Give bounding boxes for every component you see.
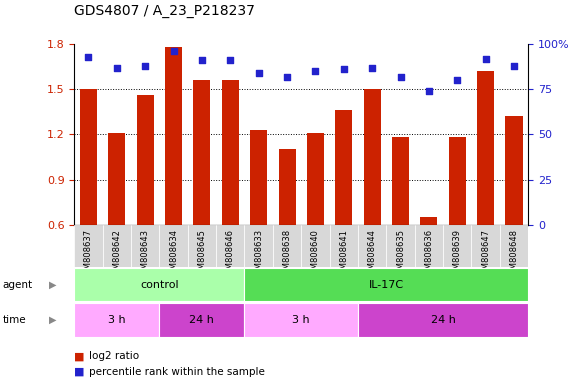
Bar bbox=[420, 217, 437, 225]
Text: ■: ■ bbox=[74, 351, 85, 361]
Text: GSM808642: GSM808642 bbox=[112, 229, 121, 280]
Bar bbox=[74, 303, 159, 337]
Bar bbox=[108, 133, 125, 225]
Point bbox=[509, 63, 518, 69]
Bar bbox=[505, 116, 522, 225]
Point bbox=[283, 74, 292, 80]
Bar bbox=[443, 225, 472, 267]
Bar bbox=[216, 225, 244, 267]
Bar bbox=[74, 268, 244, 301]
Text: percentile rank within the sample: percentile rank within the sample bbox=[89, 367, 264, 377]
Text: GSM808637: GSM808637 bbox=[84, 229, 93, 280]
Text: ■: ■ bbox=[74, 367, 85, 377]
Point bbox=[84, 54, 93, 60]
Text: GDS4807 / A_23_P218237: GDS4807 / A_23_P218237 bbox=[74, 4, 255, 18]
Text: GSM808633: GSM808633 bbox=[254, 229, 263, 280]
Text: 3 h: 3 h bbox=[108, 315, 126, 325]
Point bbox=[453, 77, 462, 83]
Point bbox=[254, 70, 263, 76]
Text: GSM808644: GSM808644 bbox=[368, 229, 377, 280]
Text: GSM808647: GSM808647 bbox=[481, 229, 490, 280]
Text: IL-17C: IL-17C bbox=[369, 280, 404, 290]
Bar bbox=[250, 130, 267, 225]
Text: GSM808641: GSM808641 bbox=[339, 229, 348, 280]
Text: log2 ratio: log2 ratio bbox=[89, 351, 139, 361]
Bar bbox=[472, 225, 500, 267]
Bar bbox=[307, 133, 324, 225]
Bar bbox=[329, 225, 358, 267]
Bar bbox=[477, 71, 494, 225]
Bar bbox=[364, 89, 381, 225]
Bar bbox=[500, 225, 528, 267]
Bar bbox=[449, 137, 466, 225]
Text: ▶: ▶ bbox=[49, 315, 56, 325]
Point bbox=[368, 65, 377, 71]
Text: ▶: ▶ bbox=[49, 280, 56, 290]
Bar bbox=[74, 225, 103, 267]
Bar bbox=[244, 225, 273, 267]
Text: GSM808636: GSM808636 bbox=[424, 229, 433, 280]
Point bbox=[339, 66, 348, 73]
Text: GSM808646: GSM808646 bbox=[226, 229, 235, 280]
Point bbox=[112, 65, 122, 71]
Text: GSM808645: GSM808645 bbox=[198, 229, 206, 280]
Point bbox=[169, 48, 178, 55]
Bar bbox=[188, 225, 216, 267]
Bar bbox=[159, 303, 244, 337]
Bar bbox=[301, 225, 329, 267]
Bar bbox=[103, 225, 131, 267]
Text: GSM808635: GSM808635 bbox=[396, 229, 405, 280]
Bar bbox=[244, 268, 528, 301]
Text: 3 h: 3 h bbox=[292, 315, 310, 325]
Point bbox=[226, 57, 235, 63]
Text: GSM808640: GSM808640 bbox=[311, 229, 320, 280]
Point bbox=[396, 74, 405, 80]
Text: GSM808639: GSM808639 bbox=[453, 229, 462, 280]
Bar bbox=[194, 80, 211, 225]
Bar bbox=[136, 95, 154, 225]
Point bbox=[311, 68, 320, 74]
Bar bbox=[358, 303, 528, 337]
Text: GSM808648: GSM808648 bbox=[509, 229, 518, 280]
Bar bbox=[392, 137, 409, 225]
Text: agent: agent bbox=[3, 280, 33, 290]
Text: GSM808634: GSM808634 bbox=[169, 229, 178, 280]
Bar bbox=[335, 110, 352, 225]
Bar bbox=[279, 149, 296, 225]
Point bbox=[481, 56, 490, 62]
Bar bbox=[165, 47, 182, 225]
Text: GSM808643: GSM808643 bbox=[140, 229, 150, 280]
Text: 24 h: 24 h bbox=[431, 315, 456, 325]
Text: control: control bbox=[140, 280, 179, 290]
Bar bbox=[80, 89, 97, 225]
Point bbox=[424, 88, 433, 94]
Bar bbox=[159, 225, 188, 267]
Bar bbox=[222, 80, 239, 225]
Text: GSM808638: GSM808638 bbox=[283, 229, 292, 280]
Bar bbox=[415, 225, 443, 267]
Text: 24 h: 24 h bbox=[190, 315, 214, 325]
Point bbox=[198, 57, 207, 63]
Bar bbox=[387, 225, 415, 267]
Bar bbox=[131, 225, 159, 267]
Point bbox=[140, 63, 150, 69]
Bar bbox=[273, 225, 301, 267]
Bar bbox=[358, 225, 387, 267]
Bar bbox=[244, 303, 358, 337]
Text: time: time bbox=[3, 315, 26, 325]
